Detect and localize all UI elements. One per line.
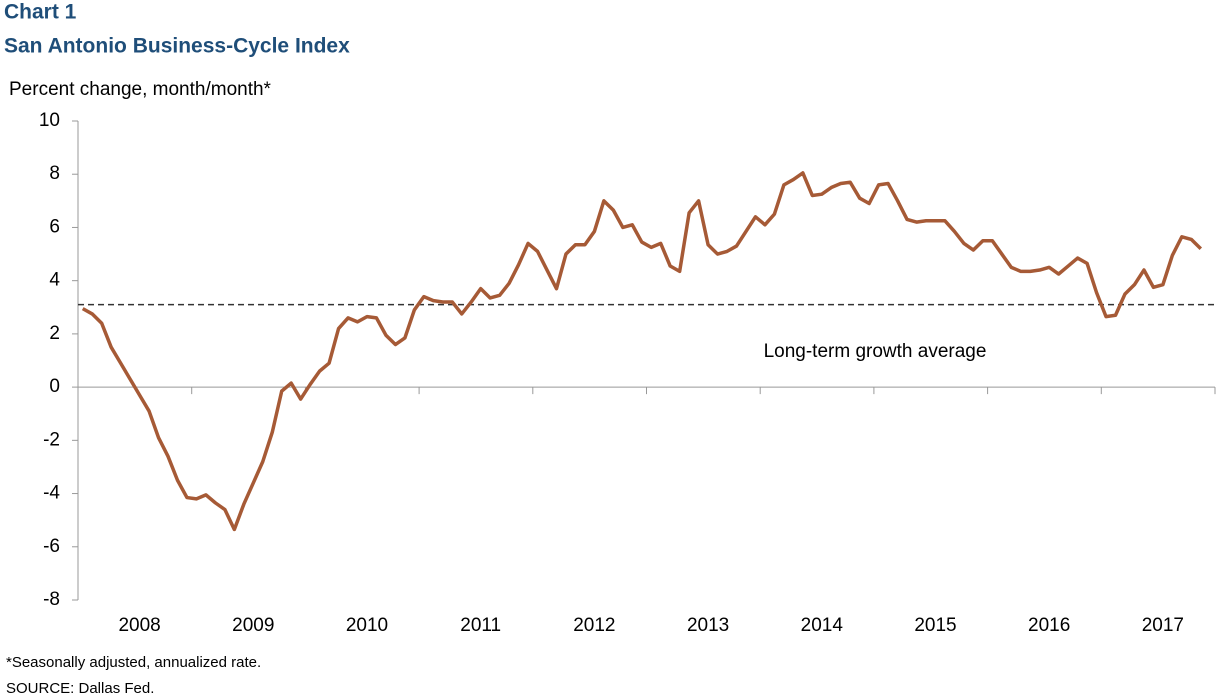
data-line bbox=[81, 171, 1203, 532]
x-tick-label: 2012 bbox=[573, 615, 615, 636]
y-tick-label: -2 bbox=[43, 429, 60, 450]
x-tick-label: 2008 bbox=[118, 615, 160, 636]
source: SOURCE: Dallas Fed. bbox=[6, 680, 154, 697]
y-tick-label: -6 bbox=[43, 536, 60, 557]
chart-subtitle: San Antonio Business-Cycle Index bbox=[4, 35, 350, 58]
x-tick-label: 2011 bbox=[460, 615, 501, 636]
x-tick-label: 2013 bbox=[687, 615, 729, 636]
x-tick-label: 2015 bbox=[914, 615, 956, 636]
x-tick-label: 2016 bbox=[1028, 615, 1070, 636]
x-tick-label: 2014 bbox=[801, 615, 844, 636]
x-tick-label: 2010 bbox=[346, 615, 388, 636]
y-tick-label: 8 bbox=[49, 163, 60, 184]
y-tick-label: 10 bbox=[39, 110, 60, 131]
footnote: *Seasonally adjusted, annualized rate. bbox=[6, 654, 261, 671]
reference-label: Long-term growth average bbox=[764, 341, 987, 362]
x-tick-label: 2017 bbox=[1142, 615, 1184, 636]
y-tick-label: -4 bbox=[43, 483, 60, 504]
y-tick-label: 0 bbox=[49, 376, 60, 397]
y-tick-label: 6 bbox=[49, 216, 60, 237]
y-tick-label: 4 bbox=[49, 270, 60, 291]
y-tick-label: -8 bbox=[43, 589, 60, 610]
x-tick-label: 2009 bbox=[232, 615, 274, 636]
chart-title: Chart 1 bbox=[4, 1, 77, 24]
y-tick-label: 2 bbox=[49, 323, 60, 344]
y-axis-label: Percent change, month/month* bbox=[9, 79, 272, 100]
